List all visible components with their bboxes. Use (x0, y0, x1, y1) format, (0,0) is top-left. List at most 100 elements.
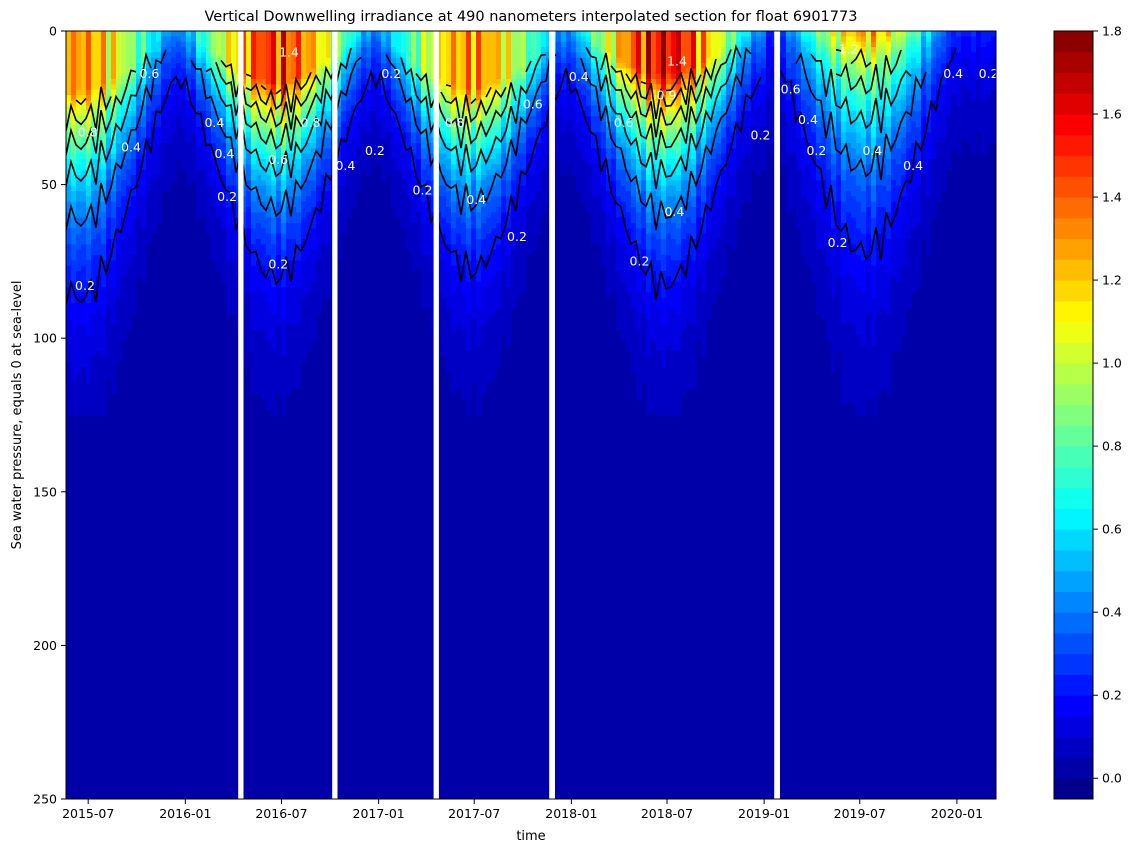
irradiance-cell (76, 367, 82, 373)
irradiance-cell (406, 137, 412, 144)
irradiance-cell (281, 372, 287, 379)
irradiance-cell (441, 121, 447, 128)
irradiance-cell (266, 164, 272, 171)
irradiance-cell (91, 111, 97, 117)
irradiance-cell (486, 340, 492, 347)
irradiance-cell (541, 31, 547, 37)
irradiance-cell (251, 383, 257, 389)
irradiance-cell (81, 399, 87, 405)
irradiance-cell (286, 73, 292, 80)
irradiance-cell (286, 249, 292, 256)
irradiance-cell (256, 169, 262, 176)
irradiance-cell (126, 196, 132, 203)
irradiance-cell (476, 244, 482, 251)
irradiance-cell (286, 185, 292, 192)
irradiance-cell (491, 281, 497, 288)
irradiance-cell (86, 255, 92, 261)
irradiance-cell (81, 217, 87, 224)
irradiance-cell (516, 164, 522, 171)
irradiance-cell (526, 105, 532, 112)
irradiance-cell (536, 95, 542, 101)
irradiance-cell (461, 329, 467, 336)
irradiance-cell (131, 271, 137, 277)
irradiance-cell (76, 260, 82, 267)
irradiance-cell (221, 260, 227, 267)
irradiance-cell (336, 223, 342, 229)
irradiance-cell (66, 319, 72, 325)
irradiance-cell (446, 324, 452, 331)
irradiance-cell (486, 52, 492, 59)
irradiance-cell (316, 196, 322, 203)
irradiance-cell (481, 356, 487, 363)
irradiance-cell (171, 105, 177, 112)
irradiance-cell (216, 68, 222, 75)
irradiance-cell (411, 207, 417, 213)
irradiance-cell (406, 153, 412, 160)
irradiance-cell (221, 116, 227, 123)
irradiance-cell (351, 57, 357, 64)
irradiance-cell (76, 345, 82, 352)
irradiance-cell (491, 260, 497, 267)
irradiance-cell (261, 265, 267, 272)
irradiance-cell (461, 57, 467, 64)
irradiance-cell (451, 137, 457, 144)
irradiance-cell (511, 100, 517, 107)
irradiance-cell (111, 324, 117, 331)
irradiance-cell (101, 36, 107, 43)
irradiance-cell (426, 68, 432, 75)
irradiance-cell (421, 201, 427, 208)
irradiance-cell (76, 281, 82, 288)
irradiance-cell (511, 52, 517, 59)
irradiance-cell (116, 207, 122, 213)
irradiance-cell (226, 41, 232, 48)
irradiance-cell (246, 127, 252, 133)
irradiance-cell (281, 340, 287, 347)
irradiance-cell (66, 121, 72, 128)
irradiance-cell (481, 196, 487, 203)
irradiance-cell (281, 377, 287, 384)
irradiance-cell (216, 201, 222, 208)
irradiance-cell (416, 169, 422, 176)
irradiance-cell (416, 159, 422, 165)
irradiance-cell (76, 47, 82, 53)
irradiance-cell (301, 292, 307, 299)
irradiance-cell (146, 68, 152, 75)
irradiance-cell (276, 239, 282, 245)
irradiance-cell (66, 164, 72, 171)
irradiance-cell (221, 111, 227, 117)
irradiance-cell (486, 276, 492, 283)
irradiance-cell (196, 201, 202, 208)
irradiance-cell (511, 84, 517, 91)
irradiance-cell (91, 207, 97, 213)
irradiance-cell (276, 351, 282, 357)
irradiance-cell (541, 100, 547, 107)
irradiance-cell (91, 372, 97, 379)
irradiance-cell (491, 36, 497, 43)
irradiance-cell (336, 233, 342, 240)
irradiance-cell (401, 36, 407, 43)
irradiance-cell (126, 148, 132, 155)
irradiance-cell (261, 239, 267, 245)
irradiance-cell (421, 303, 427, 309)
irradiance-cell (141, 127, 147, 133)
irradiance-cell (171, 111, 177, 117)
irradiance-cell (291, 95, 297, 101)
irradiance-cell (461, 372, 467, 379)
irradiance-cell (536, 169, 542, 176)
irradiance-cell (156, 68, 162, 75)
irradiance-cell (286, 351, 292, 357)
irradiance-cell (86, 159, 92, 165)
irradiance-cell (186, 79, 192, 85)
irradiance-cell (186, 164, 192, 171)
irradiance-cell (231, 36, 237, 43)
irradiance-cell (316, 68, 322, 75)
irradiance-cell (461, 255, 467, 261)
irradiance-cell (346, 116, 352, 123)
irradiance-cell (306, 335, 312, 341)
irradiance-cell (141, 143, 147, 149)
irradiance-cell (506, 244, 512, 251)
irradiance-cell (271, 244, 277, 251)
irradiance-cell (261, 143, 267, 149)
irradiance-cell (291, 367, 297, 373)
irradiance-cell (196, 196, 202, 203)
